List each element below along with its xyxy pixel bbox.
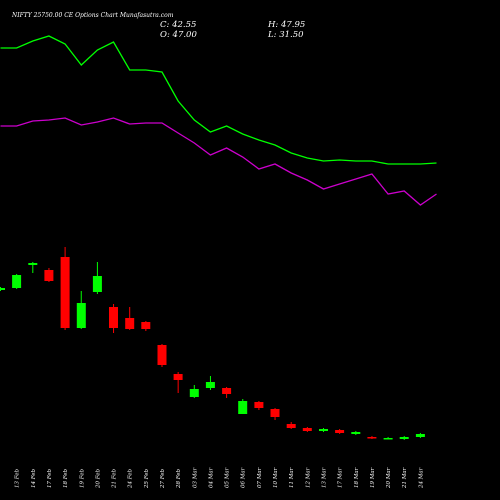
x-tick-label: 24 Feb — [128, 468, 134, 489]
candle — [141, 321, 151, 331]
candle-body — [351, 432, 361, 434]
x-tick-label: 18 Mar — [354, 467, 360, 488]
x-tick-label: 07 Mar — [257, 467, 263, 488]
candle-body — [76, 303, 86, 328]
x-tick-label: 24 Mar — [418, 467, 424, 489]
candle — [238, 399, 248, 414]
candle — [76, 291, 86, 329]
candle — [189, 385, 199, 398]
x-tick-label: 04 Mar — [208, 467, 214, 488]
indicator-lines — [0, 35, 437, 206]
x-tick-label: 05 Mar — [225, 467, 231, 488]
upper-band-line — [0, 35, 437, 165]
candle — [302, 427, 312, 432]
candle — [415, 433, 425, 438]
candle — [92, 262, 102, 294]
x-axis-labels: 13 Feb 14 Feb 17 Feb 18 Feb 19 Feb 20 Feb 21 F… — [15, 467, 425, 489]
candle-body — [415, 434, 425, 437]
candle — [12, 274, 22, 289]
x-tick-label: 13 Mar — [322, 467, 328, 488]
candle-body — [335, 430, 345, 433]
candle-body — [399, 437, 409, 439]
candle-body — [157, 345, 167, 365]
candle-body — [173, 374, 183, 380]
candle — [286, 422, 296, 429]
candle — [157, 344, 167, 367]
candle-body — [367, 437, 377, 439]
candle-body — [383, 438, 393, 440]
x-tick-label: 18 Feb — [63, 468, 69, 488]
candles-group — [0, 247, 425, 440]
candle — [44, 268, 54, 282]
candle-body — [28, 263, 38, 265]
x-tick-label: 11 Mar — [289, 467, 295, 488]
candle-body — [0, 288, 5, 290]
candle-body — [12, 275, 22, 288]
candle-body — [222, 388, 232, 394]
x-tick-label: 03 Mar — [192, 467, 198, 488]
x-tick-label: 06 Mar — [241, 467, 247, 488]
x-tick-label: 19 Mar — [370, 467, 376, 488]
x-tick-label: 19 Feb — [79, 468, 85, 488]
low-value: L: 31.50 — [267, 30, 304, 40]
candle — [109, 304, 118, 333]
x-tick-label: 14 Feb — [31, 468, 37, 488]
candle-body — [189, 389, 199, 397]
close-value: C: 42.55 — [160, 20, 196, 30]
x-tick-label: 17 Mar — [338, 467, 344, 488]
x-tick-label: 13 Feb — [15, 468, 21, 488]
candle — [399, 436, 409, 440]
x-tick-label: 21 Feb — [112, 468, 118, 489]
candle — [222, 387, 232, 398]
candle-body — [109, 307, 118, 328]
chart-title: NIFTY 25750.00 CE Options Chart Munafasu… — [11, 12, 174, 19]
candle-body — [270, 409, 280, 417]
x-tick-label: 20 Mar — [386, 467, 392, 489]
candle — [254, 401, 264, 410]
candle-body — [319, 429, 328, 431]
x-tick-label: 28 Feb — [176, 468, 182, 489]
candle — [0, 287, 5, 291]
x-tick-label: 17 Feb — [47, 468, 53, 488]
candle — [383, 437, 393, 440]
candle — [351, 431, 361, 435]
candle — [205, 376, 215, 390]
x-tick-label: 12 Mar — [305, 467, 311, 488]
candle — [60, 247, 70, 330]
candle-body — [44, 270, 54, 281]
candle-body — [286, 424, 296, 428]
candle — [28, 262, 38, 273]
lower-band-line — [0, 117, 437, 206]
candle — [319, 428, 328, 432]
candle-body — [141, 322, 151, 329]
candle — [367, 436, 377, 439]
x-tick-label: 20 Feb — [95, 468, 101, 489]
high-value: H: 47.95 — [267, 20, 305, 30]
x-tick-label: 27 Feb — [160, 468, 166, 489]
candle — [173, 372, 183, 393]
x-tick-label: 21 Mar — [402, 467, 408, 489]
candle-body — [254, 402, 264, 408]
candle-body — [125, 318, 135, 329]
x-tick-label: 25 Feb — [144, 468, 150, 489]
candle-body — [60, 257, 70, 328]
candle — [125, 307, 135, 330]
candle — [270, 408, 280, 420]
open-value: O: 47.00 — [160, 30, 197, 40]
candle-body — [205, 382, 215, 388]
candle-body — [238, 401, 248, 414]
candle — [335, 429, 345, 434]
candle-body — [92, 276, 102, 292]
candle-body — [302, 428, 312, 431]
x-tick-label: 10 Mar — [273, 467, 279, 488]
